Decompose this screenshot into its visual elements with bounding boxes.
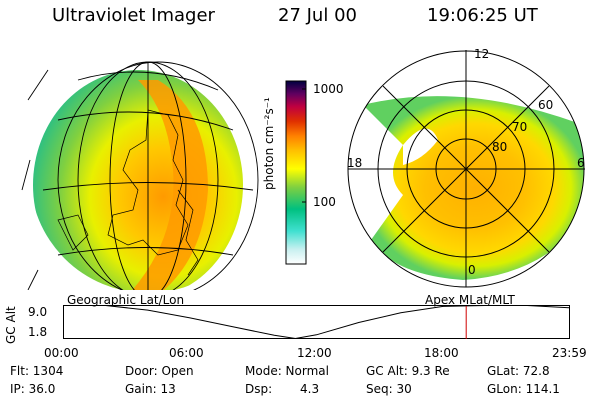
aurora-glow — [33, 70, 243, 290]
timeline-x-tick-1800: 18:00 — [424, 346, 459, 360]
timeline-x-tick-1200: 12:00 — [297, 346, 332, 360]
dsp-label: Dsp: — [245, 382, 273, 396]
door-status: Door: Open — [125, 364, 194, 378]
flight-number: Flt: 1304 — [10, 364, 64, 378]
color-scale-bar — [285, 80, 307, 265]
timeline-x-tick-2359: 23:59 — [552, 346, 587, 360]
geographic-image — [21, 61, 259, 290]
timeline-x-tick-0600: 06:00 — [169, 346, 204, 360]
globe-grid — [21, 61, 259, 290]
apex-projection-label: Apex MLat/MLT — [425, 293, 515, 307]
mlat-label-70: 70 — [512, 120, 528, 134]
aurora-oval — [128, 80, 208, 290]
altitude-line — [63, 305, 570, 340]
time-label: 19:06:25 UT — [427, 5, 538, 26]
colorbar-tick-100: 100 — [313, 195, 336, 209]
timeline-x-tick-0000: 00:00 — [44, 346, 79, 360]
geographic-latitude: GLat: 72.8 — [487, 364, 550, 378]
geographic-projection-label: Geographic Lat/Lon — [67, 293, 185, 307]
altitude-timeline-plot[interactable] — [63, 305, 571, 341]
app-title: Ultraviolet Imager — [52, 5, 215, 26]
geographic-longitude: GLon: 114.1 — [487, 382, 560, 396]
timeline-y-tick-min: 1.8 — [28, 325, 48, 339]
polar-aurora — [363, 96, 584, 280]
polar-grid — [347, 50, 585, 288]
mlt-label-6: 6 — [577, 156, 585, 170]
mode-value: Mode: Normal — [245, 364, 329, 378]
continent-outlines — [57, 109, 199, 276]
gc-altitude: GC Alt: 9.3 Re — [366, 364, 450, 378]
mlt-label-18: 18 — [347, 156, 363, 170]
mlat-label-60: 60 — [538, 98, 554, 112]
mlat-label-80: 80 — [492, 140, 508, 154]
polar-gap — [403, 128, 438, 165]
date-label: 27 Jul 00 — [278, 5, 357, 26]
timeline-frame — [63, 305, 570, 339]
colorbar-tick-1000: 1000 — [313, 82, 344, 96]
ip-value: IP: 36.0 — [10, 382, 56, 396]
colorbar-unit-label: photon cm⁻²s⁻¹ — [262, 97, 276, 190]
mlt-label-12: 12 — [474, 47, 490, 61]
polar-plot — [347, 50, 585, 288]
gain-value: Gain: 13 — [125, 382, 176, 396]
sequence-number: Seq: 30 — [366, 382, 412, 396]
timeline-y-axis-label: GC Alt — [4, 306, 18, 344]
timeline-y-tick-max: 9.0 — [28, 305, 48, 319]
mlt-label-0: 0 — [468, 263, 476, 277]
dsp-value: 4.3 — [300, 382, 320, 396]
